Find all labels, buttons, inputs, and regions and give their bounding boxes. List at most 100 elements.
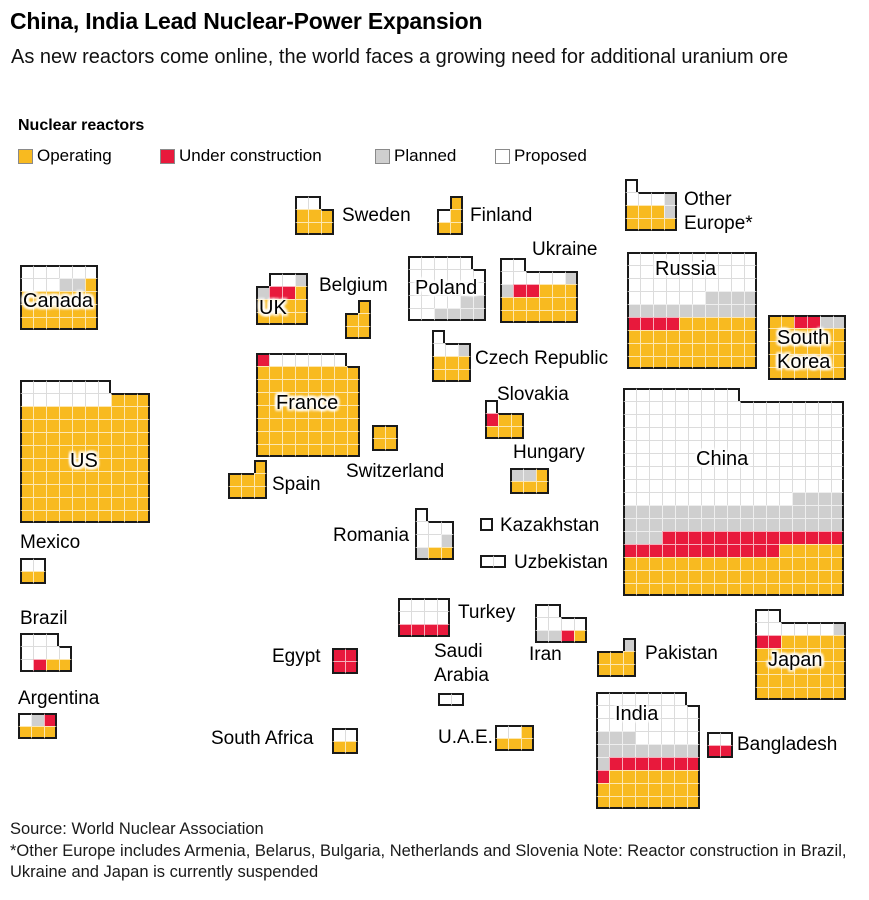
china-cell-operating — [727, 570, 740, 583]
russia-cell-operating — [666, 330, 679, 343]
india-cell-under_construction — [609, 757, 622, 770]
france-cell-operating — [282, 379, 295, 392]
poland-cell-proposed — [434, 295, 447, 308]
canada-cell-operating — [46, 317, 59, 330]
china-cell-operating — [675, 583, 688, 596]
china-cell-under_construction — [701, 531, 714, 544]
russia-cell-under_construction — [666, 317, 679, 330]
india-cell-planned — [661, 744, 674, 757]
us-cell-operating — [124, 458, 137, 471]
china-cell-planned — [649, 531, 662, 544]
uk-cell-operating — [295, 286, 308, 299]
china-cell-operating — [818, 557, 831, 570]
turkey-cell-under_construction — [437, 624, 450, 637]
france-cell-operating — [347, 366, 360, 379]
china-cell-proposed — [662, 453, 675, 466]
czech-republic-cell-operating — [445, 369, 458, 382]
canada-cell-operating — [46, 304, 59, 317]
japan-cell-proposed — [781, 622, 794, 635]
label-spain: Spain — [272, 474, 321, 495]
russia-cell-operating — [653, 343, 666, 356]
russia-cell-proposed — [705, 278, 718, 291]
south-korea-cell-operating — [794, 354, 807, 367]
india-cell-operating — [648, 796, 661, 809]
label-canada: Canada — [23, 290, 94, 312]
south-korea-cell-operating — [781, 315, 794, 328]
uk-cell-operating — [282, 312, 295, 325]
china-cell-proposed — [727, 479, 740, 492]
china-cell-operating — [701, 557, 714, 570]
canada-cell-operating — [85, 304, 98, 317]
canada-cell-proposed — [46, 278, 59, 291]
china-cell-operating — [779, 583, 792, 596]
pakistan-cell-operating — [610, 664, 623, 677]
label-china: China — [696, 448, 749, 470]
china-cell-proposed — [688, 440, 701, 453]
other-europe-cell-operating — [651, 205, 664, 218]
china-cell-planned — [649, 505, 662, 518]
china-cell-proposed — [662, 388, 675, 401]
india-cell-operating — [674, 796, 687, 809]
iran-cell-under_construction — [561, 630, 574, 643]
france-cell-operating — [269, 405, 282, 418]
russia-cell-operating — [718, 317, 731, 330]
us-cell-operating — [20, 419, 33, 432]
south-korea-cell-operating — [807, 354, 820, 367]
china-cell-planned — [636, 518, 649, 531]
china-cell-proposed — [792, 401, 805, 414]
us-cell-operating — [46, 419, 59, 432]
legend-label: Proposed — [514, 146, 587, 165]
canada-cell-operating — [72, 317, 85, 330]
russia-cell-operating — [731, 330, 744, 343]
pakistan-cell-operating — [597, 664, 610, 677]
france-cell-operating — [321, 392, 334, 405]
china-cell-operating — [649, 557, 662, 570]
france-cell-operating — [321, 379, 334, 392]
china-cell-proposed — [779, 479, 792, 492]
china-cell-proposed — [805, 466, 818, 479]
china-cell-planned — [753, 505, 766, 518]
india-cell-proposed — [622, 718, 635, 731]
china-cell-proposed — [649, 453, 662, 466]
china-cell-operating — [714, 570, 727, 583]
china-cell-under_construction — [740, 544, 753, 557]
russia-cell-operating — [692, 317, 705, 330]
russia-cell-operating — [627, 330, 640, 343]
china-cell-operating — [805, 544, 818, 557]
india-cell-proposed — [674, 692, 687, 705]
china-cell-proposed — [727, 466, 740, 479]
france-cell-operating — [256, 379, 269, 392]
label-romania: Romania — [333, 525, 410, 546]
label-ukraine: Ukraine — [532, 239, 598, 260]
us-cell-operating — [59, 497, 72, 510]
china-cell-operating — [831, 583, 844, 596]
china-cell-proposed — [649, 414, 662, 427]
france-cell-proposed — [334, 353, 347, 366]
label-turkey: Turkey — [458, 602, 516, 623]
label-uzbekistan: Uzbekistan — [514, 552, 608, 573]
label-uae: U.A.E. — [438, 727, 493, 748]
label-uk: UK — [259, 297, 287, 319]
czech-republic-cell-operating — [458, 369, 471, 382]
us-cell-operating — [124, 432, 137, 445]
japan-cell-operating — [807, 661, 820, 674]
india-cell-proposed — [635, 705, 648, 718]
france-cell-operating — [282, 392, 295, 405]
japan-cell-operating — [833, 635, 846, 648]
other-europe-cell-operating — [664, 218, 677, 231]
poland-cell-proposed — [408, 295, 421, 308]
ukraine-cell-proposed — [539, 271, 552, 284]
us-cell-proposed — [46, 393, 59, 406]
japan-cell-operating — [768, 687, 781, 700]
label-bangladesh: Bangladesh — [737, 734, 838, 755]
china-cell-proposed — [636, 466, 649, 479]
india-cell-proposed — [596, 718, 609, 731]
spain-cell-operating — [228, 473, 241, 486]
france-cell-operating — [282, 418, 295, 431]
us-cell-operating — [85, 458, 98, 471]
russia-cell-proposed — [666, 291, 679, 304]
label-argentina: Argentina — [18, 688, 100, 709]
us-cell-proposed — [85, 380, 98, 393]
china-cell-proposed — [701, 466, 714, 479]
russia-cell-proposed — [692, 278, 705, 291]
